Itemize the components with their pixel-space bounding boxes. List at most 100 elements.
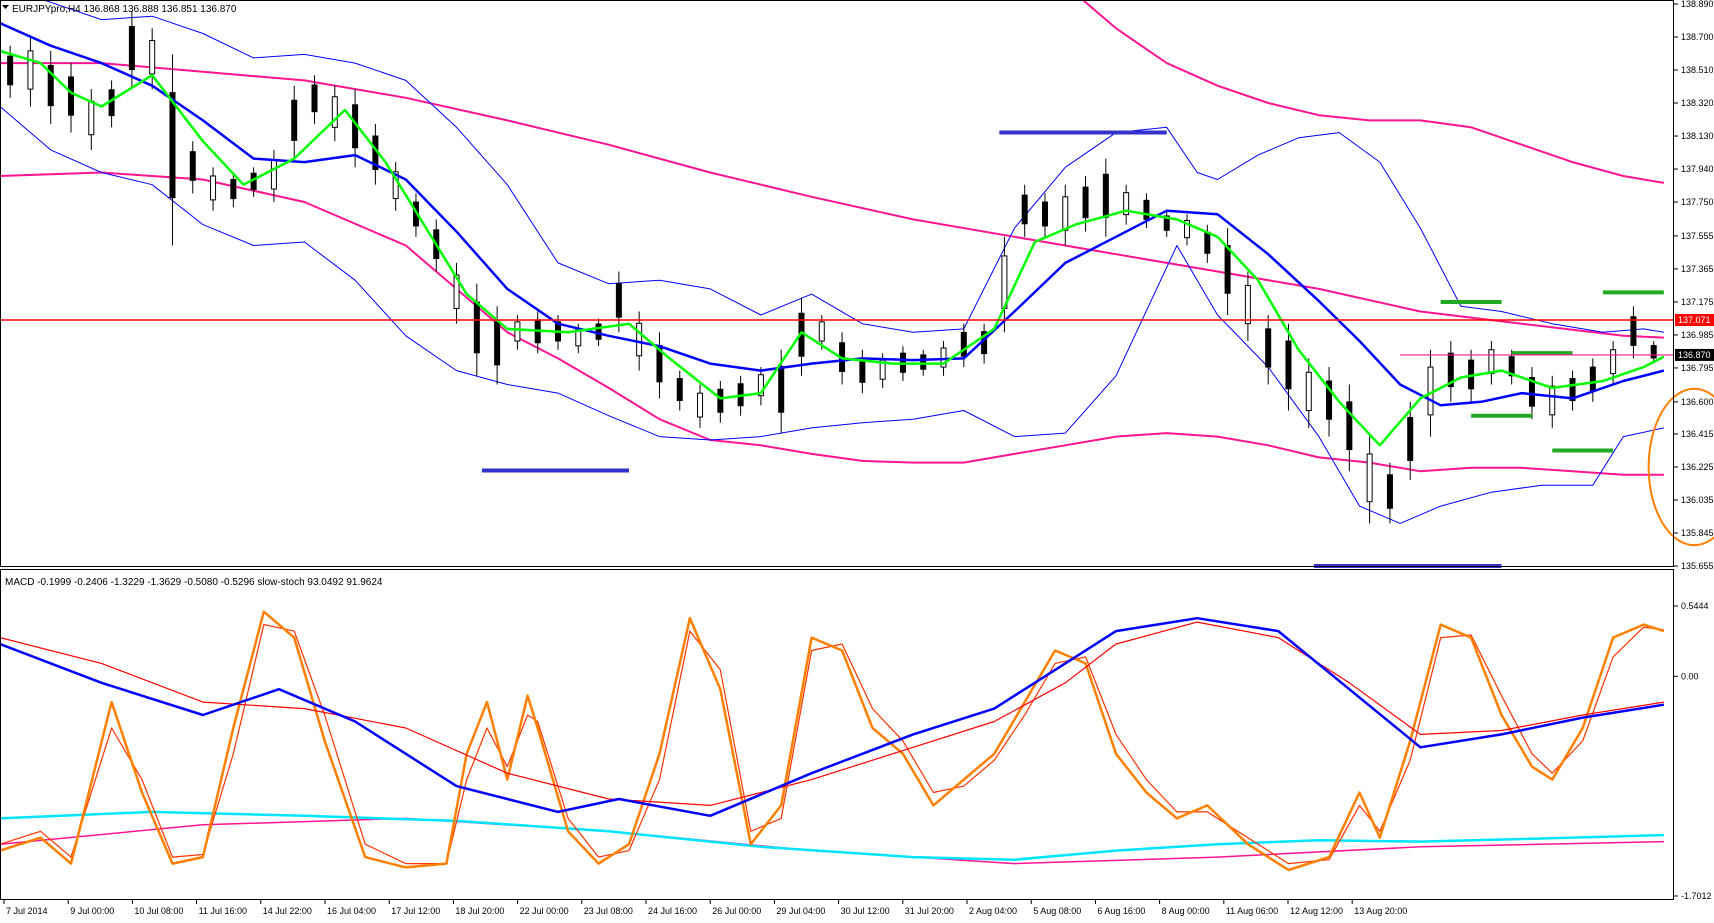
price-tick-label: 138.510 — [1681, 65, 1714, 75]
time-tick-label: 17 Jul 12:00 — [391, 906, 440, 916]
candle-body — [1407, 416, 1414, 461]
price-tick-label: 137.940 — [1681, 164, 1714, 174]
stoch-signal-line — [0, 624, 1664, 865]
indicator-panel[interactable] — [0, 610, 1665, 872]
time-tick-label: 12 Aug 12:00 — [1290, 906, 1343, 916]
price-tick-label: 137.555 — [1681, 231, 1714, 241]
time-tick-label: 7 Jul 2014 — [6, 906, 48, 916]
candle-body — [1589, 366, 1596, 392]
candle-body — [7, 55, 14, 86]
candle-body — [717, 388, 724, 413]
indicator-header: MACD -0.1999 -0.2406 -1.3229 -1.3629 -0.… — [5, 577, 383, 588]
candle-body — [960, 331, 967, 357]
symbol-header: EURJPYpro,H4 136.868 136.888 136.851 136… — [12, 4, 237, 15]
time-tick-label: 22 Jul 00:00 — [520, 906, 569, 916]
price-panel-frame — [0, 0, 1674, 567]
time-tick-label: 6 Aug 16:00 — [1097, 906, 1145, 916]
candle-body — [1041, 201, 1048, 227]
candle-body — [453, 274, 460, 309]
candle-body — [392, 171, 399, 200]
stoch-main-line — [0, 610, 1665, 872]
price-tick-label: 136.985 — [1681, 330, 1714, 340]
candle-body — [311, 84, 318, 113]
time-tick-label: 18 Jul 20:00 — [455, 906, 504, 916]
ema-fast-line — [0, 49, 1665, 447]
candle-body — [859, 357, 866, 383]
candle-body — [1265, 328, 1272, 368]
time-tick-label: 9 Jul 00:00 — [70, 906, 114, 916]
time-tick-label: 30 Jul 12:00 — [841, 906, 890, 916]
indicator-tick-label: 0.00 — [1681, 671, 1699, 681]
ma-lower-band-line — [0, 171, 1664, 476]
macd-signal-line — [0, 621, 1664, 806]
candle-body — [1082, 186, 1089, 219]
candle-body — [494, 321, 501, 366]
candle-body — [1163, 215, 1170, 231]
panel-menu-arrow-icon[interactable] — [2, 5, 9, 9]
candle-body — [778, 365, 785, 413]
candle-body — [169, 92, 176, 199]
bollinger-lower-line — [0, 106, 1665, 524]
candle-body — [1326, 380, 1333, 420]
time-tick-label: 26 Jul 00:00 — [712, 906, 761, 916]
price-tick-label: 136.415 — [1681, 429, 1714, 439]
bollinger-upper-line — [42, 0, 1664, 333]
chart-background — [0, 0, 1674, 900]
candle-body — [1102, 173, 1109, 218]
price-tick-label: 136.795 — [1681, 363, 1714, 373]
price-tick-label: 137.175 — [1681, 297, 1714, 307]
price-tick-label: 136.600 — [1681, 397, 1714, 407]
indicator-tick-label: 0.5444 — [1681, 601, 1709, 611]
candle-body — [27, 50, 34, 90]
macd-main-line — [0, 616, 1665, 818]
candle-body — [1224, 244, 1231, 294]
ma-upper-band-line — [1081, 0, 1665, 184]
candle-body — [1346, 401, 1353, 451]
slow-main-line — [0, 810, 1664, 861]
candle-body — [47, 64, 54, 107]
time-tick-label: 23 Jul 08:00 — [584, 906, 633, 916]
candle-body — [1285, 340, 1292, 390]
candle-body — [1549, 385, 1556, 416]
candle-body — [818, 321, 825, 342]
candle-body — [230, 178, 237, 200]
candle-body — [1569, 378, 1576, 402]
candle-body — [1630, 316, 1637, 346]
candle-body — [1143, 199, 1150, 220]
candle-body — [473, 301, 480, 354]
candle-body — [1650, 345, 1657, 359]
candle-body — [595, 323, 602, 340]
time-tick-label: 29 Jul 04:00 — [776, 906, 825, 916]
price-panel[interactable] — [0, 0, 1714, 568]
candle-body — [1528, 377, 1535, 407]
candle-body — [940, 347, 947, 368]
price-tick-label: 135.845 — [1681, 528, 1714, 538]
candle-body — [615, 283, 622, 318]
candle-body — [1305, 371, 1312, 412]
candle-body — [1244, 284, 1251, 325]
candle-body — [1488, 349, 1495, 375]
candle-body — [1062, 196, 1069, 231]
indicator-tick-label: -1.7012 — [1681, 891, 1712, 901]
candle-body — [1021, 194, 1028, 225]
price-tick-label: 135.655 — [1681, 561, 1714, 571]
price-tick-label: 137.365 — [1681, 264, 1714, 274]
time-tick-label: 10 Jul 08:00 — [134, 906, 183, 916]
indicator-panel-frame — [0, 569, 1674, 900]
candle-body — [920, 354, 927, 370]
candle-body — [189, 151, 196, 181]
candle-body — [210, 175, 217, 201]
candle-body — [1204, 231, 1211, 254]
last-price-tag — [1675, 348, 1714, 361]
candle-body — [757, 374, 764, 397]
price-tick-label: 137.750 — [1681, 197, 1714, 207]
time-tick-label: 14 Jul 22:00 — [263, 906, 312, 916]
time-tick-label: 8 Aug 00:00 — [1162, 906, 1210, 916]
price-tick-label: 138.700 — [1681, 32, 1714, 42]
time-tick-label: 16 Jul 04:00 — [327, 906, 376, 916]
time-tick-label: 11 Jul 16:00 — [199, 906, 247, 916]
candle-body — [291, 99, 298, 141]
price-tick-label: 138.320 — [1681, 98, 1714, 108]
candle-body — [1366, 453, 1373, 503]
